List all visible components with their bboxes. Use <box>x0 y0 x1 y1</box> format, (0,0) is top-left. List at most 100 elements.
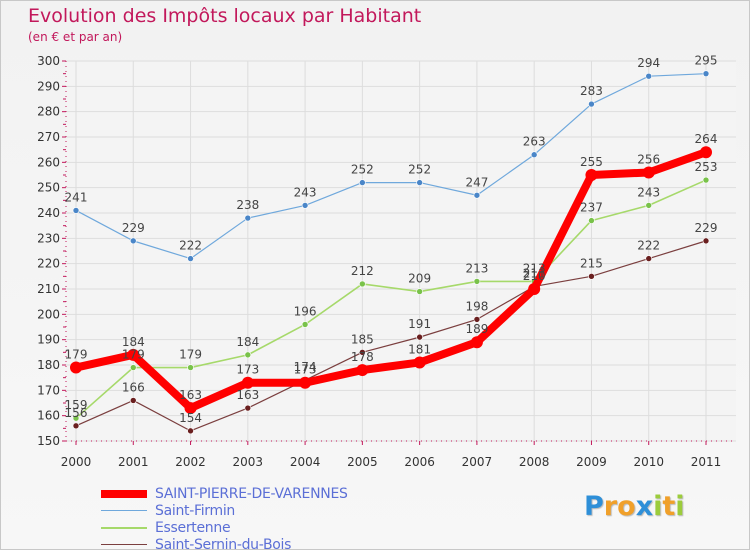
point-saint-sernin-du-bois <box>416 333 423 341</box>
point-saint-pierre-de-varennes <box>642 166 655 179</box>
x-tick-label: 2004 <box>290 455 321 469</box>
data-label-saint-firmin: 243 <box>294 185 317 199</box>
data-label-essertenne: 184 <box>236 335 259 349</box>
point-saint-firmin <box>187 255 194 262</box>
point-essertenne <box>588 217 595 224</box>
point-saint-sernin-du-bois <box>473 316 481 323</box>
chart-title: Evolution des Impôts locaux par Habitant <box>28 5 422 27</box>
point-essertenne <box>187 364 194 371</box>
y-tick-label: 220 <box>37 257 60 271</box>
logo-letter: P <box>584 491 604 522</box>
data-label-saint-firmin: 294 <box>637 56 660 70</box>
x-tick-label: 2007 <box>462 455 493 469</box>
data-label-saint-sernin-du-bois: 163 <box>236 388 259 402</box>
data-label-saint-firmin: 229 <box>122 221 145 235</box>
point-saint-pierre-de-varennes <box>184 402 197 415</box>
y-tick-label: 210 <box>37 282 60 296</box>
data-label-saint-sernin-du-bois: 222 <box>637 239 660 253</box>
legend-label: Saint-Firmin <box>155 502 236 519</box>
data-label-saint-pierre-de-varennes: 179 <box>65 348 88 362</box>
legend-label: SAINT-PIERRE-DE-VARENNES <box>155 485 348 502</box>
data-label-saint-sernin-du-bois: 191 <box>408 317 431 331</box>
point-saint-sernin-du-bois <box>702 237 710 245</box>
logo-letter: t <box>662 491 676 522</box>
point-saint-sernin-du-bois <box>187 427 194 435</box>
legend-label: Saint-Sernin-du-Bois <box>155 536 292 553</box>
logo-letter: x <box>635 491 654 522</box>
y-tick-label: 150 <box>37 434 60 448</box>
point-saint-pierre-de-varennes <box>528 283 541 295</box>
logo-letter: i <box>653 491 663 522</box>
data-label-saint-pierre-de-varennes: 255 <box>580 155 603 169</box>
point-saint-firmin <box>244 214 252 222</box>
data-label-saint-pierre-de-varennes: 210 <box>523 269 546 283</box>
data-label-saint-sernin-du-bois: 211 <box>523 266 546 280</box>
data-label-saint-firmin: 252 <box>351 163 374 177</box>
data-label-saint-pierre-de-varennes: 184 <box>122 335 145 349</box>
data-label-saint-firmin: 247 <box>465 175 488 189</box>
x-tick-label: 2002 <box>175 455 206 469</box>
point-essertenne <box>129 364 137 371</box>
logo-letter: o <box>617 491 636 522</box>
data-label-saint-sernin-du-bois: 185 <box>351 332 374 346</box>
data-label-saint-pierre-de-varennes: 256 <box>637 152 660 166</box>
data-label-saint-pierre-de-varennes: 163 <box>179 388 202 402</box>
chart-subtitle: (en € et par an) <box>28 30 123 44</box>
data-label-essertenne: 237 <box>580 201 603 215</box>
point-saint-pierre-de-varennes <box>700 146 712 159</box>
x-tick-label: 2009 <box>576 455 607 469</box>
point-saint-firmin <box>473 191 481 199</box>
y-tick-label: 270 <box>37 130 60 144</box>
series-line-saint-sernin-du-bois <box>75 240 707 432</box>
x-tick-label: 2005 <box>347 455 378 469</box>
y-tick-label: 280 <box>37 105 60 119</box>
point-saint-pierre-de-varennes <box>127 348 140 361</box>
y-tick-label: 160 <box>37 409 60 423</box>
legend: SAINT-PIERRE-DE-VARENNES Saint-Firmin Esse… <box>101 485 348 553</box>
data-label-essertenne: 212 <box>351 264 374 278</box>
data-label-saint-pierre-de-varennes: 178 <box>351 350 374 364</box>
logo-letter: i <box>675 491 685 522</box>
point-saint-sernin-du-bois <box>359 349 366 356</box>
data-label-saint-firmin: 241 <box>65 190 88 204</box>
data-label-saint-firmin: 222 <box>179 239 202 253</box>
data-label-saint-sernin-du-bois: 198 <box>465 299 488 313</box>
point-saint-sernin-du-bois <box>645 255 653 262</box>
point-saint-firmin <box>702 70 710 77</box>
point-essertenne <box>416 288 423 295</box>
point-saint-firmin <box>530 151 538 159</box>
data-label-essertenne: 213 <box>523 261 546 275</box>
data-label-essertenne: 179 <box>122 348 145 362</box>
point-essertenne <box>645 202 653 209</box>
point-saint-pierre-de-varennes <box>356 364 369 377</box>
point-essertenne <box>359 280 366 288</box>
series-line-saint-pierre-de-varennes <box>72 148 710 413</box>
point-saint-firmin <box>588 100 595 108</box>
x-tick-label: 2010 <box>633 455 664 469</box>
x-tick-label: 2008 <box>519 455 550 469</box>
y-tick-label: 190 <box>37 333 60 347</box>
point-saint-pierre-de-varennes <box>413 356 426 369</box>
series-line-essertenne <box>75 179 707 420</box>
data-label-saint-firmin: 263 <box>523 135 546 149</box>
proxiti-logo: Proxiti <box>584 491 685 522</box>
data-label-saint-pierre-de-varennes: 264 <box>695 132 718 146</box>
data-label-essertenne: 213 <box>465 261 488 275</box>
data-label-saint-sernin-du-bois: 174 <box>294 360 317 374</box>
data-label-essertenne: 179 <box>179 348 202 362</box>
y-tick-label: 290 <box>37 79 60 93</box>
data-label-saint-pierre-de-varennes: 173 <box>294 363 317 377</box>
series-line-saint-firmin <box>75 73 707 260</box>
data-label-saint-sernin-du-bois: 156 <box>65 406 88 420</box>
point-saint-sernin-du-bois <box>244 404 252 412</box>
logo-letter: r <box>603 491 618 522</box>
legend-label: Essertenne <box>155 519 231 536</box>
point-saint-firmin <box>645 72 653 80</box>
legend-item-saint-pierre-de-varennes: SAINT-PIERRE-DE-VARENNES <box>101 485 348 502</box>
point-saint-pierre-de-varennes <box>470 336 483 349</box>
point-saint-pierre-de-varennes <box>241 376 254 389</box>
data-label-essertenne: 209 <box>408 272 431 286</box>
